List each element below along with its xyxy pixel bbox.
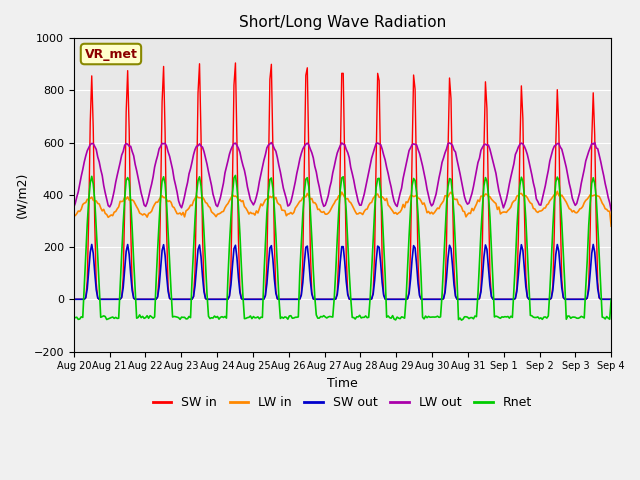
SW out — [607, 297, 615, 302]
SW out — [138, 297, 145, 302]
LW out — [591, 140, 598, 145]
LW out — [577, 180, 585, 186]
LW in — [257, 201, 265, 207]
LW out — [257, 172, 265, 178]
SW out — [88, 241, 95, 247]
X-axis label: Time: Time — [327, 377, 358, 390]
SW in — [579, 297, 587, 302]
LW in — [230, 193, 238, 199]
Rnet — [580, 315, 588, 321]
Y-axis label: (W/m2): (W/m2) — [15, 172, 28, 218]
Rnet — [259, 314, 266, 320]
SW in — [136, 297, 143, 302]
Rnet — [70, 315, 77, 321]
SW in — [307, 247, 314, 252]
Rnet — [307, 207, 314, 213]
Rnet — [458, 317, 465, 323]
SW in — [232, 60, 239, 66]
LW out — [305, 142, 313, 148]
SW in — [259, 297, 266, 302]
LW out — [136, 182, 143, 188]
SW out — [307, 277, 314, 283]
Line: LW out: LW out — [74, 143, 611, 211]
LW out — [230, 141, 238, 146]
LW in — [70, 212, 77, 218]
Rnet — [232, 172, 239, 178]
SW in — [230, 82, 238, 88]
Line: SW out: SW out — [74, 244, 611, 300]
SW in — [607, 297, 615, 302]
Line: LW in: LW in — [74, 192, 611, 226]
LW in — [554, 189, 561, 194]
Rnet — [250, 313, 257, 319]
Rnet — [230, 175, 238, 181]
LW in — [305, 193, 313, 199]
SW out — [579, 297, 587, 302]
Line: SW in: SW in — [74, 63, 611, 300]
LW in — [607, 223, 615, 229]
LW out — [248, 200, 256, 205]
SW in — [250, 297, 257, 302]
Legend: SW in, LW in, SW out, LW out, Rnet: SW in, LW in, SW out, LW out, Rnet — [148, 391, 538, 414]
LW in — [248, 211, 256, 216]
SW out — [70, 297, 77, 302]
LW out — [70, 204, 77, 210]
SW out — [259, 297, 266, 302]
LW in — [579, 204, 587, 209]
Rnet — [136, 312, 143, 318]
Text: VR_met: VR_met — [84, 48, 138, 60]
LW out — [607, 208, 615, 214]
SW in — [70, 297, 77, 302]
SW out — [250, 297, 257, 302]
LW in — [136, 210, 143, 216]
SW out — [232, 242, 239, 248]
Title: Short/Long Wave Radiation: Short/Long Wave Radiation — [239, 15, 446, 30]
Line: Rnet: Rnet — [74, 175, 611, 320]
Rnet — [607, 297, 615, 302]
